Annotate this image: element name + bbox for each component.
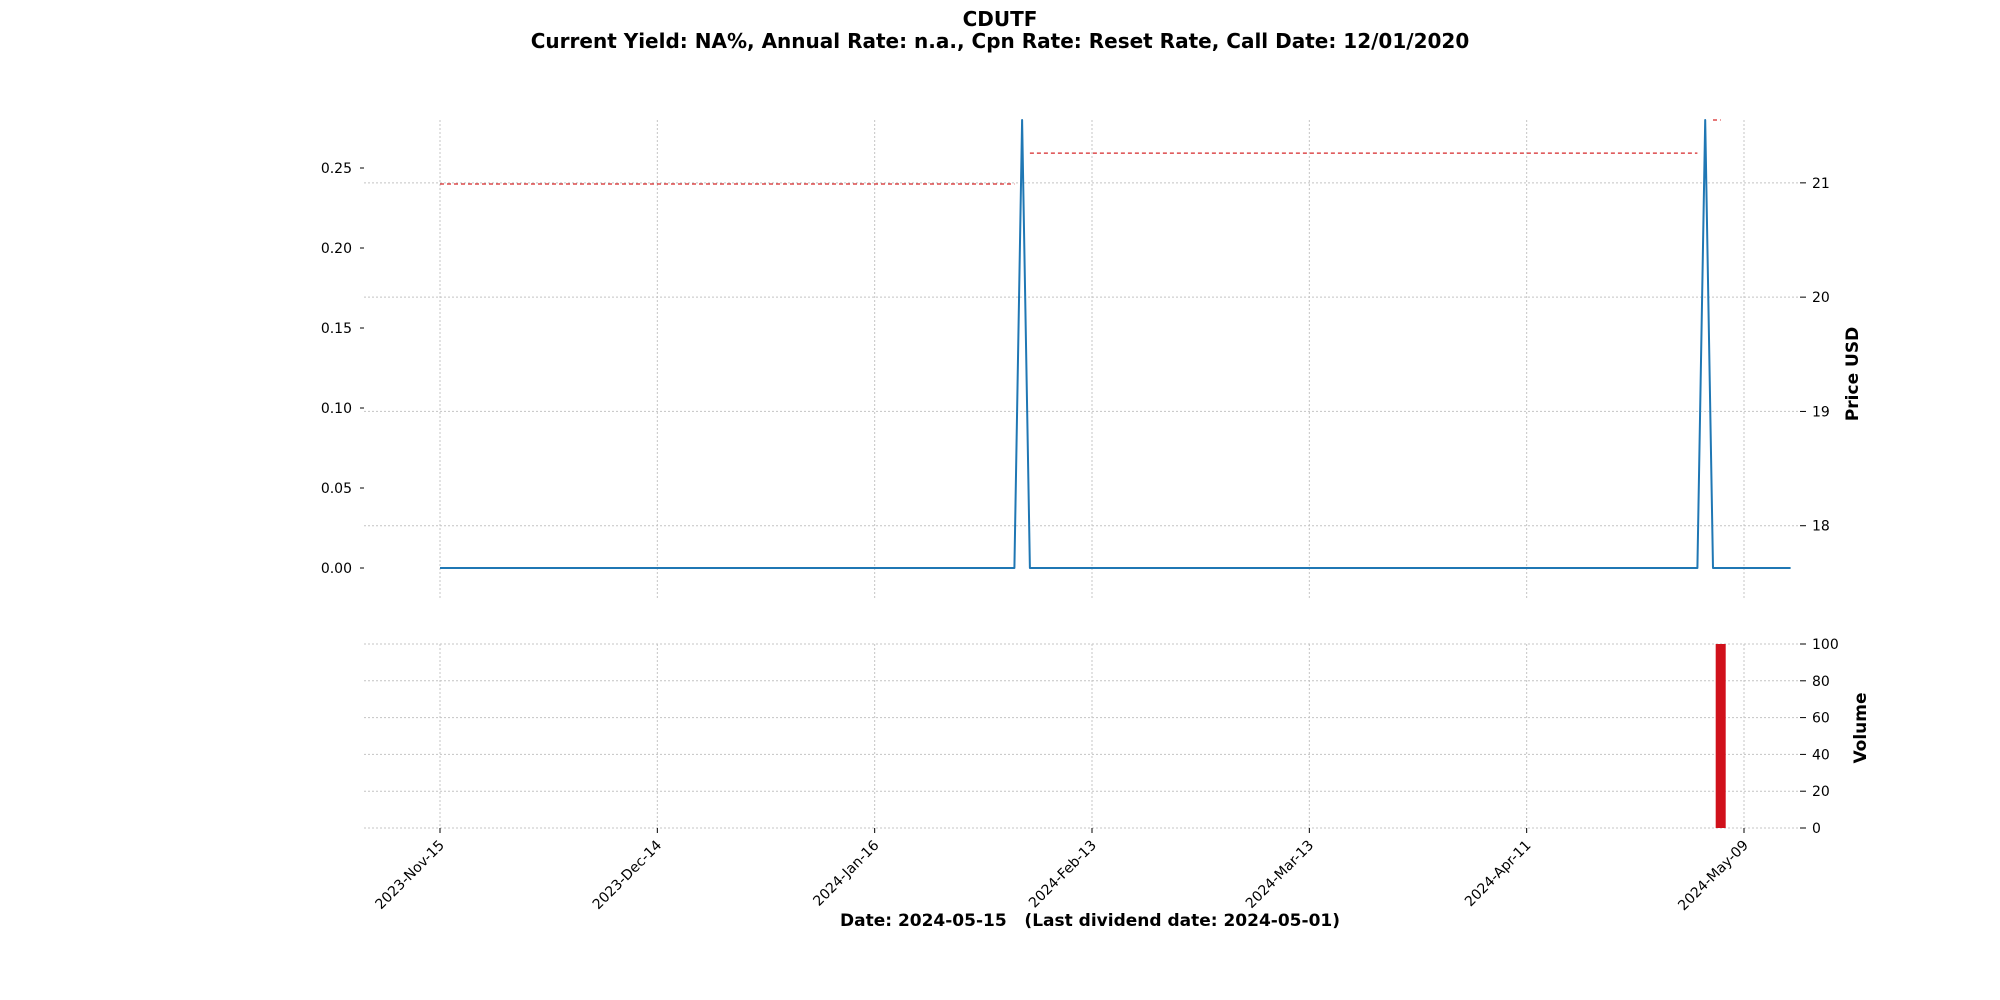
left-tick-label: 0.20 [321,241,352,257]
x-tick-label: 2023-Dec-14 [590,837,665,912]
right-y-axis: 18 19 20 21 [1800,176,1830,535]
price-panel-grid [364,120,1800,600]
volume-panel-grid [364,643,1800,829]
x-tick-label: 2024-Apr-11 [1462,838,1535,911]
left-tick-label: 0.05 [321,481,352,497]
x-tick-label: 2024-Jan-16 [810,837,882,909]
right-tick-label: 19 [1812,404,1830,420]
left-tick-label: 0.25 [321,161,352,177]
left-y-axis: 0.00 0.05 0.10 0.15 0.20 0.25 [321,161,364,577]
right-tick-label: 20 [1812,290,1830,306]
x-axis: 2023-Nov-15 2023-Dec-14 2024-Jan-16 2024-Fe… [373,828,1752,914]
volume-panel-bars [1715,644,1726,828]
volume-tick-label: 80 [1812,674,1830,690]
right-tick-label: 18 [1812,519,1830,535]
volume-tick-label: 40 [1812,747,1830,763]
x-tick-label: 2024-May-09 [1675,838,1752,915]
volume-y-axis: 0 20 40 60 80 100 [1800,637,1839,837]
left-tick-label: 0.10 [321,401,352,417]
volume-bar [1715,644,1726,828]
x-tick-label: 2024-Feb-13 [1026,838,1100,912]
volume-tick-label: 0 [1812,821,1821,837]
dividend-line [440,119,1791,569]
price-panel-series [440,119,1791,569]
x-tick-label: 2024-Mar-13 [1243,838,1317,912]
volume-tick-label: 20 [1812,784,1830,800]
right-tick-label: 21 [1812,176,1830,192]
x-tick-label: 2023-Nov-15 [373,838,448,913]
volume-axis-title: Volume [1851,692,1871,763]
left-tick-label: 0.00 [321,561,352,577]
chart-title: CDUTF [963,7,1038,31]
volume-tick-label: 60 [1812,711,1830,727]
chart-subtitle: Current Yield: NA%, Annual Rate: n.a., C… [531,29,1470,53]
x-axis-title: Date: 2024-05-15 (Last dividend date: 20… [840,911,1340,931]
right-axis-title: Price USD [1843,327,1863,421]
volume-tick-label: 100 [1812,637,1839,653]
left-tick-label: 0.15 [321,321,352,337]
